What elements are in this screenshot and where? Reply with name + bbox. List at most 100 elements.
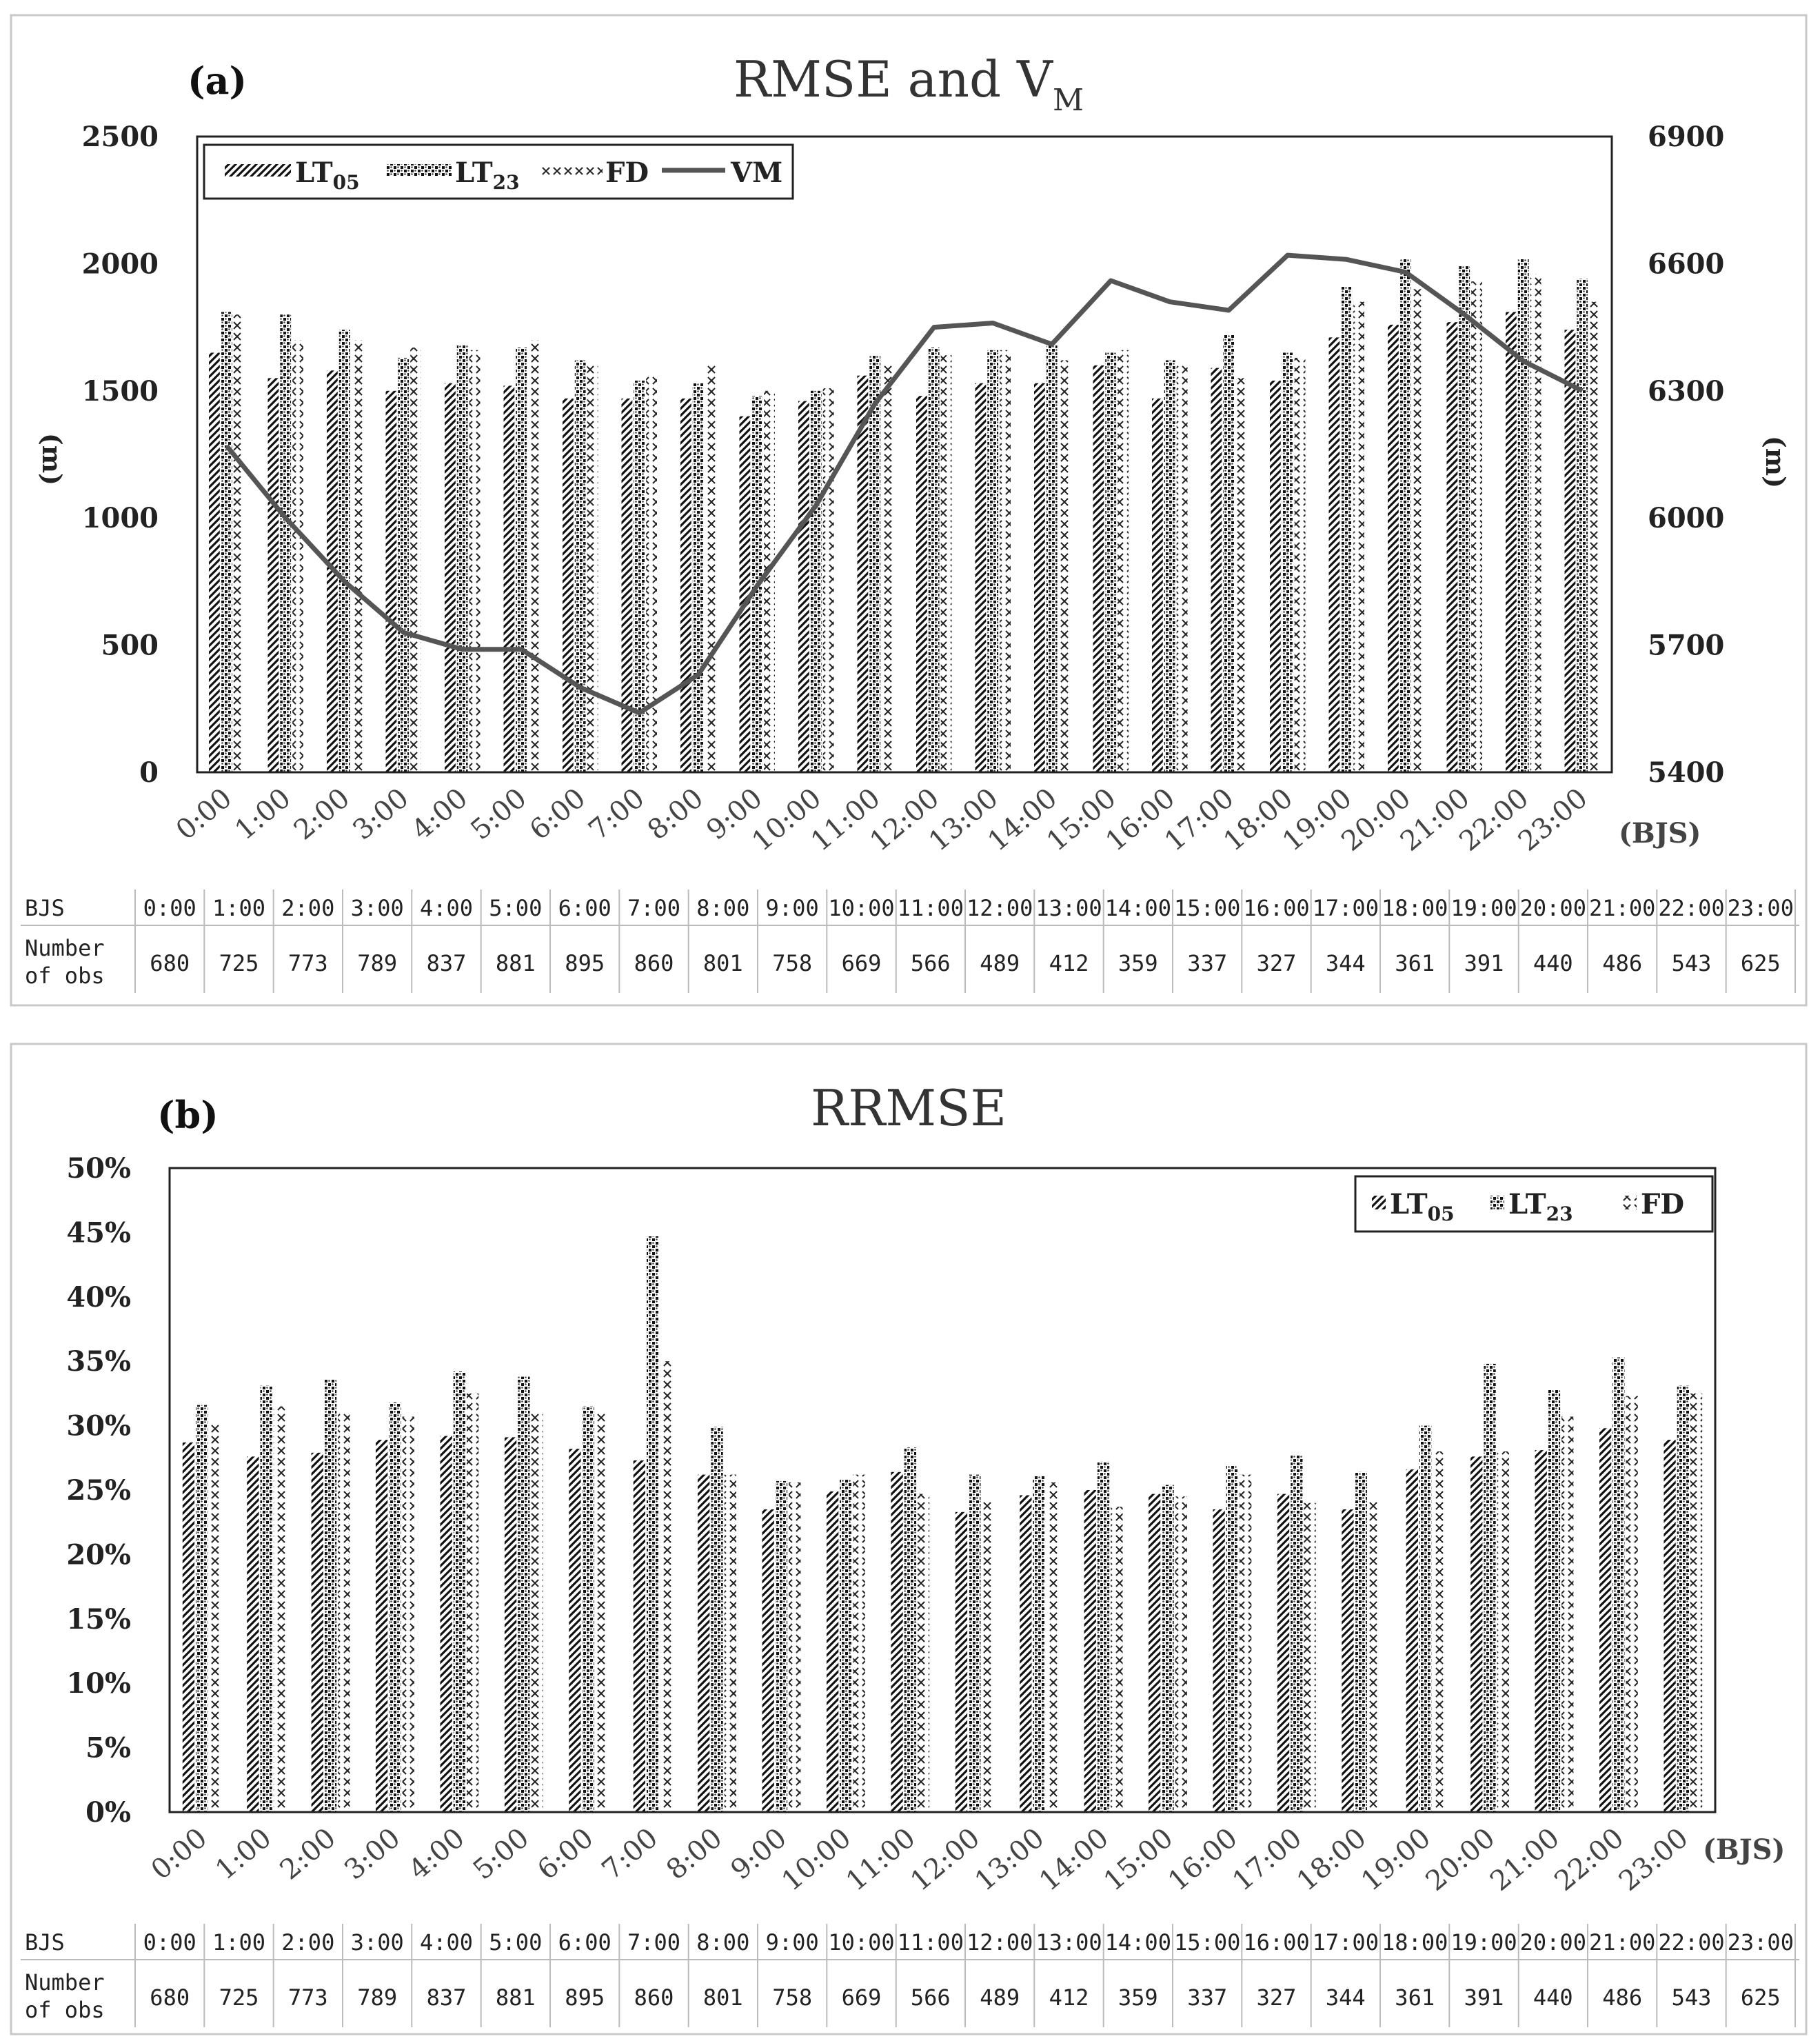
bar-fd bbox=[410, 348, 421, 773]
table-row2-label: Number bbox=[25, 935, 105, 961]
x-tick-label: 18:00 bbox=[1291, 1822, 1373, 1897]
x-tick-label: 5:00 bbox=[465, 782, 532, 846]
y-tick-label: 2500 bbox=[82, 121, 159, 153]
table-hour-cell: 3:00 bbox=[351, 895, 404, 921]
bar-lt23 bbox=[1033, 1476, 1045, 1812]
x-tick-label: 15:00 bbox=[1098, 1822, 1180, 1897]
panel-b-y-ticks: 0% 5% 10% 15% 20% 25% 30% 35% 40% 45% 50% bbox=[66, 1152, 131, 1829]
legend-a-lt23-swatch bbox=[386, 164, 452, 177]
bar-lt23 bbox=[453, 1371, 465, 1812]
bar-fd bbox=[822, 388, 834, 772]
table-hour-cell: 0:00 bbox=[143, 1929, 196, 1955]
bar-fd bbox=[469, 350, 481, 772]
bar-lt05 bbox=[209, 352, 220, 772]
bar-fd bbox=[882, 363, 893, 772]
table-hour-cell: 6:00 bbox=[558, 1929, 611, 1955]
bar-fd bbox=[351, 340, 363, 772]
bar-lt05 bbox=[1470, 1456, 1483, 1812]
table-hour-cell: 17:00 bbox=[1313, 1929, 1379, 1955]
bar-lt05 bbox=[504, 1437, 517, 1812]
y-tick-label: 500 bbox=[101, 630, 159, 662]
legend-a-fd-label: FD bbox=[605, 157, 649, 189]
table-count-cell: 895 bbox=[565, 950, 605, 976]
legend-a-lt05-swatch bbox=[225, 164, 291, 177]
bar-lt23 bbox=[1046, 345, 1058, 772]
table-row2-label: of obs bbox=[25, 1997, 105, 2023]
bar-lt05 bbox=[680, 398, 691, 772]
table-hour-cell: 9:00 bbox=[766, 895, 819, 921]
bar-lt23 bbox=[516, 348, 527, 773]
table-hour-cell: 16:00 bbox=[1243, 1929, 1309, 1955]
table-hour-cell: 5:00 bbox=[489, 895, 542, 921]
table-count-cell: 758 bbox=[772, 1984, 812, 2011]
bar-lt23 bbox=[1291, 1455, 1303, 1812]
y2-tick-label: 5700 bbox=[1648, 630, 1724, 662]
y-tick-label: 45% bbox=[66, 1216, 131, 1249]
bar-lt05 bbox=[445, 383, 456, 772]
bar-fd bbox=[467, 1393, 479, 1812]
panel-a-x-unit: (BJS) bbox=[1619, 817, 1701, 849]
y-tick-label: 10% bbox=[66, 1667, 131, 1700]
bar-fd bbox=[273, 1406, 286, 1812]
table-hour-cell: 19:00 bbox=[1450, 1929, 1517, 1955]
bar-lt05 bbox=[311, 1452, 323, 1812]
x-tick-label: 20:00 bbox=[1420, 1822, 1502, 1897]
bar-lt23 bbox=[1677, 1385, 1689, 1812]
bar-lt05 bbox=[891, 1471, 903, 1812]
x-tick-label: 3:00 bbox=[347, 782, 414, 846]
y2-tick-label: 6900 bbox=[1648, 121, 1724, 153]
y-tick-label: 1500 bbox=[82, 375, 159, 408]
bar-lt05 bbox=[1213, 1509, 1225, 1812]
panel-b-x-ticks: 0:001:002:003:004:005:006:007:008:009:00… bbox=[145, 1822, 1695, 1897]
bar-fd bbox=[531, 1411, 543, 1812]
bar-fd bbox=[660, 1361, 672, 1812]
panel-a-y-ticks: 0 500 1000 1500 2000 2500 bbox=[82, 121, 159, 789]
bar-lt05 bbox=[1328, 337, 1340, 772]
legend-b-lt23-label: LT23 bbox=[1508, 1188, 1573, 1225]
bar-lt05 bbox=[1535, 1450, 1547, 1812]
table-hour-cell: 12:00 bbox=[967, 895, 1033, 921]
legend-a-lt05-label: LT05 bbox=[295, 157, 360, 194]
bar-lt23 bbox=[1577, 279, 1588, 772]
bar-lt23 bbox=[775, 1480, 788, 1812]
bar-lt05 bbox=[633, 1460, 645, 1812]
y-tick-label: 50% bbox=[66, 1152, 131, 1185]
table-count-cell: 344 bbox=[1326, 1984, 1366, 2011]
bar-lt05 bbox=[827, 1491, 839, 1812]
bar-lt05 bbox=[1152, 398, 1163, 772]
table-row1-label: BJS bbox=[25, 1929, 65, 1955]
table-count-cell: 837 bbox=[427, 1984, 467, 2011]
bar-fd bbox=[1626, 1396, 1638, 1812]
bar-lt23 bbox=[1164, 360, 1175, 772]
x-tick-label: 12:00 bbox=[904, 1822, 986, 1897]
bar-lt05 bbox=[563, 398, 574, 772]
bar-fd bbox=[402, 1416, 414, 1812]
table-count-cell: 412 bbox=[1049, 1984, 1089, 2011]
bar-lt05 bbox=[503, 385, 515, 772]
bar-lt23 bbox=[692, 383, 704, 772]
bar-lt23 bbox=[1548, 1389, 1561, 1812]
bar-lt05 bbox=[182, 1442, 195, 1812]
y-tick-label: 30% bbox=[66, 1410, 131, 1442]
y-tick-label: 5% bbox=[85, 1732, 131, 1764]
bar-lt23 bbox=[1612, 1357, 1625, 1812]
bar-lt05 bbox=[975, 383, 987, 772]
bar-lt05 bbox=[1034, 383, 1045, 772]
y2-tick-label: 5400 bbox=[1648, 756, 1724, 789]
table-hour-cell: 23:00 bbox=[1728, 1929, 1794, 1955]
x-tick-label: 0:00 bbox=[170, 782, 238, 846]
x-tick-label: 21:00 bbox=[1484, 1822, 1566, 1897]
table-count-cell: 391 bbox=[1464, 950, 1504, 976]
table-hour-cell: 2:00 bbox=[281, 895, 334, 921]
bar-lt23 bbox=[1282, 352, 1293, 772]
legend-b-lt05-label: LT05 bbox=[1390, 1188, 1455, 1225]
bar-lt23 bbox=[634, 381, 645, 772]
panel-a-right-axis-unit: (m) bbox=[1760, 436, 1791, 488]
table-count-cell: 725 bbox=[219, 950, 259, 976]
bar-fd bbox=[1589, 301, 1600, 772]
x-tick-label: 8:00 bbox=[660, 1822, 728, 1886]
bar-lt23 bbox=[221, 312, 232, 772]
table-row2-label: Number bbox=[25, 1969, 105, 1995]
bar-fd bbox=[1176, 365, 1188, 772]
